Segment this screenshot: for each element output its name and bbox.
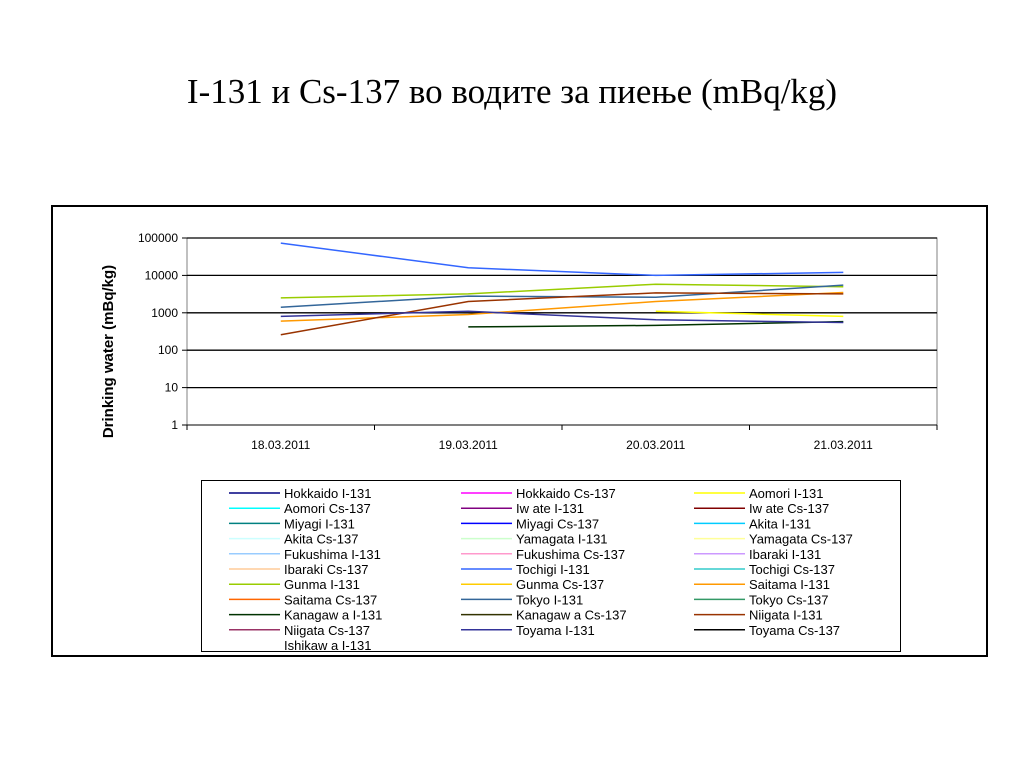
y-tick-label: 10	[165, 381, 179, 395]
line-chart: 1 10 100 1000 10000 100000 18.03.2011 19.03.201…	[100, 231, 938, 452]
legend-entries: Hokkaido I-131 Hokkaido Cs-137 Aomori I-13…	[229, 486, 853, 653]
legend-label: Yamagata Cs-137	[749, 532, 853, 547]
x-tick-label: 21.03.2011	[814, 438, 873, 452]
legend-label: Tochigi I-131	[516, 562, 590, 577]
legend-label: Ibaraki I-131	[749, 547, 821, 562]
legend-label: Toyama I-131	[516, 623, 595, 638]
legend-label: Hokkaido I-131	[284, 486, 371, 501]
legend-label: Miyagi I-131	[284, 516, 355, 531]
series-line-aomori-i-131	[655, 310, 844, 318]
x-tick-label: 20.03.2011	[626, 438, 685, 452]
legend-label: Tokyo Cs-137	[749, 592, 828, 607]
legend-label: Niigata Cs-137	[284, 623, 370, 638]
series-line-niigata-i-131	[280, 292, 844, 336]
legend-label: Fukushima Cs-137	[516, 547, 625, 562]
chart-frame: 1 10 100 1000 10000 100000 18.03.2011 19.03.201…	[51, 205, 988, 657]
legend-label: Gunma Cs-137	[516, 577, 604, 592]
series-line-tochigi-i-131	[280, 242, 844, 277]
legend-label: Ishikaw a I-131	[284, 638, 371, 651]
series-line-gunma-i-131	[280, 283, 844, 299]
legend-label: Tochigi Cs-137	[749, 562, 835, 577]
y-tick-label: 100000	[138, 231, 178, 245]
legend-label: Ibaraki Cs-137	[284, 562, 369, 577]
legend-label: Kanagaw a I-131	[284, 608, 382, 623]
series-line-toyama-i-131	[280, 310, 844, 324]
y-tick-label: 1000	[151, 306, 178, 320]
legend-label: Kanagaw a Cs-137	[516, 608, 627, 623]
legend-label: Gunma I-131	[284, 577, 360, 592]
y-tick-label: 1	[171, 418, 178, 432]
chart-legend: Hokkaido I-131 Hokkaido Cs-137 Aomori I-13…	[201, 480, 901, 653]
legend-label: Saitama I-131	[749, 577, 830, 592]
legend-label: Tokyo I-131	[516, 592, 583, 607]
legend-label: Akita I-131	[749, 516, 811, 531]
slide-title: I-131 и Cs-137 во водите за пиење (mBq/k…	[186, 72, 838, 111]
series-line-kanagaw-a-i-131	[468, 320, 844, 328]
legend-label: Hokkaido Cs-137	[516, 486, 616, 501]
legend-label: Aomori I-131	[749, 486, 823, 501]
legend-label: Toyama Cs-137	[749, 623, 840, 638]
y-axis-title: Drinking water (mBq/kg)	[100, 265, 117, 438]
legend-label: Saitama Cs-137	[284, 592, 377, 607]
y-tick-label: 100	[158, 343, 178, 357]
plot-area	[186, 237, 938, 426]
legend-label: Miyagi Cs-137	[516, 516, 599, 531]
legend-label: Fukushima I-131	[284, 547, 381, 562]
legend-label: Yamagata I-131	[516, 532, 608, 547]
x-tick-label: 18.03.2011	[251, 438, 310, 452]
y-tick-label: 10000	[145, 268, 179, 282]
legend-label: Niigata I-131	[749, 608, 823, 623]
legend-label: Iw ate Cs-137	[749, 501, 829, 516]
x-tick-label: 19.03.2011	[439, 438, 498, 452]
legend-label: Akita Cs-137	[284, 532, 358, 547]
legend-label: Aomori Cs-137	[284, 501, 371, 516]
legend-label: Iw ate I-131	[516, 501, 584, 516]
